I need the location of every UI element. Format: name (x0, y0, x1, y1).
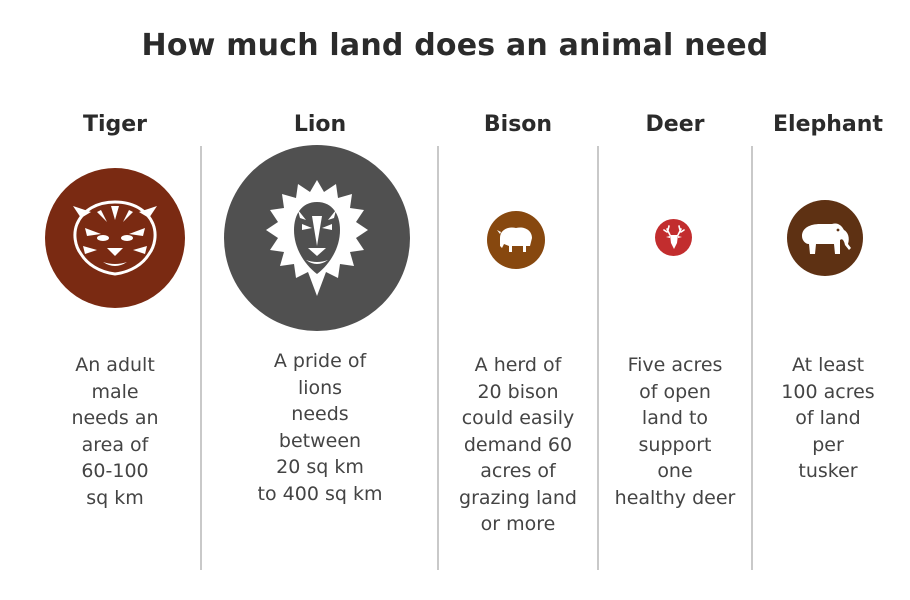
column-elephant: Elephant At least 100 acres of land per … (753, 0, 903, 600)
tiger-circle (45, 168, 185, 308)
animal-description: Five acres of open land to support one h… (614, 354, 736, 509)
animal-name: Bison (483, 112, 553, 137)
column-deer: Deer Five acres of open land to support … (599, 0, 751, 600)
column-divider (437, 146, 439, 570)
column-divider (597, 146, 599, 570)
animal-name: Elephant (773, 112, 883, 137)
animal-description: An adult male needs an area of 60-100 sq… (71, 354, 159, 509)
column-divider (751, 146, 753, 570)
elephant-circle (787, 200, 863, 276)
lion-circle (224, 145, 410, 331)
elephant-icon (796, 218, 854, 258)
animal-description: A pride of lions needs between 20 sq km … (257, 350, 383, 505)
animal-description: At least 100 acres of land per tusker (781, 354, 875, 482)
bison-circle (487, 211, 545, 269)
column-divider (200, 146, 202, 570)
animal-name: Lion (293, 112, 347, 137)
page-title: How much land does an animal need (141, 28, 769, 63)
lion-icon (262, 176, 372, 300)
tiger-icon (67, 198, 163, 278)
animal-name: Deer (645, 112, 705, 137)
column-tiger: Tiger (30, 0, 200, 600)
column-lion: Lion A pride of (202, 0, 438, 600)
bison-icon (496, 224, 536, 256)
column-bison: Bison A herd of 20 bison could easily de… (439, 0, 597, 600)
deer-circle (655, 219, 692, 256)
deer-icon (662, 224, 686, 251)
animal-description: A herd of 20 bison could easily demand 6… (459, 354, 577, 535)
animal-name: Tiger (82, 112, 148, 137)
